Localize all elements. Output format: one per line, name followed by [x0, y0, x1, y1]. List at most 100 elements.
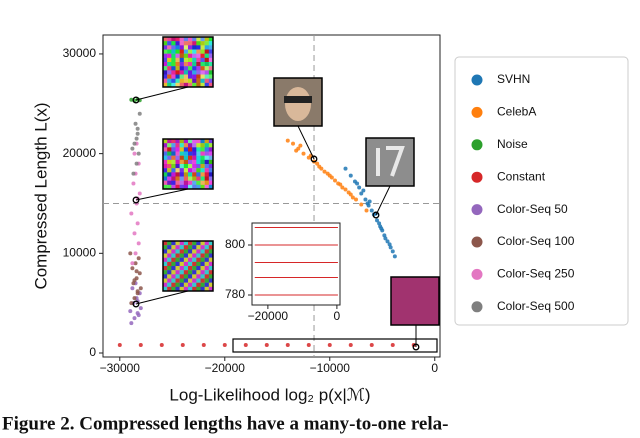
thumb-pixel — [200, 41, 205, 46]
thumb-pixel — [163, 266, 168, 271]
thumb-pixel — [179, 151, 185, 156]
thumb-pixel — [192, 282, 197, 288]
thumb-pixel — [196, 184, 201, 190]
thumb-pixel — [200, 270, 205, 275]
thumb-pixel — [163, 74, 168, 79]
thumb-pixel — [208, 74, 214, 79]
thumb-pixel — [175, 241, 180, 246]
thumb-pixel — [171, 70, 176, 75]
thumb-pixel — [183, 70, 189, 75]
thumb-pixel — [167, 82, 172, 88]
thumb-pixel — [167, 282, 172, 288]
y-tick-label: 30000 — [63, 46, 97, 60]
thumb-pixel — [183, 155, 189, 161]
thumb-pixel — [200, 155, 205, 161]
thumb-pixel — [183, 184, 189, 190]
thumb-pixel — [167, 78, 172, 84]
point — [131, 181, 136, 186]
thumb-pixel — [179, 159, 185, 165]
point — [357, 185, 362, 190]
thumb-pixel — [188, 278, 193, 283]
point — [136, 313, 141, 318]
thumb-pixel — [204, 49, 210, 54]
thumb-pixel — [171, 168, 176, 173]
thumb-pixel — [167, 155, 172, 161]
thumb-pixel — [204, 159, 210, 165]
thumb-pixel — [208, 151, 214, 156]
y-tick-label: 10000 — [63, 245, 97, 259]
point — [354, 197, 359, 202]
thumb-pixel — [179, 57, 185, 63]
thumb-pixel — [204, 139, 210, 144]
thumb-pixel — [167, 241, 172, 246]
thumb-pixel — [167, 270, 172, 275]
thumb-pixel — [188, 62, 193, 67]
inset: −20000 0 800 780 — [225, 222, 341, 323]
thumb-pixel — [183, 147, 189, 152]
thumb-pixel — [167, 49, 172, 54]
thumb-pixel — [192, 49, 197, 54]
thumb-pixel — [179, 74, 185, 79]
thumb-pixel — [188, 70, 193, 75]
thumb-pixel — [179, 282, 185, 288]
thumb-pixel — [196, 168, 201, 173]
thumb-pixel — [175, 176, 180, 181]
thumb-pixel — [175, 78, 180, 84]
thumb-pixel — [200, 164, 205, 169]
thumb-pixel — [179, 172, 185, 177]
thumb-pixel — [200, 151, 205, 156]
thumb-pixel — [171, 159, 176, 165]
thumb-pixel — [192, 151, 197, 156]
thumb-pixel — [208, 159, 214, 165]
thumb-pixel — [167, 172, 172, 177]
thumb-pixel — [175, 147, 180, 152]
thumb-pixel — [163, 49, 168, 54]
y-tick-label: 20000 — [63, 146, 97, 160]
thumb-pixel — [183, 241, 189, 246]
point — [128, 251, 133, 256]
point — [377, 221, 382, 226]
legend-marker — [471, 74, 483, 86]
thumb-pixel — [163, 62, 168, 67]
thumb-pixel — [167, 41, 172, 46]
thumb-pixel — [183, 180, 189, 186]
thumb-pixel — [200, 147, 205, 152]
point — [306, 343, 311, 348]
point — [137, 191, 142, 196]
point — [137, 111, 142, 116]
thumb-pixel — [163, 41, 168, 46]
thumb-pixel — [163, 82, 168, 88]
thumb-pixel — [167, 151, 172, 156]
point — [392, 254, 397, 259]
thumb-pixel — [196, 249, 201, 254]
thumb-pixel — [200, 168, 205, 173]
legend-label: Noise — [497, 137, 528, 151]
thumb-pixel — [196, 261, 201, 267]
thumb-pixel — [192, 274, 197, 279]
legend-label: Color-Seq 100 — [497, 234, 575, 248]
thumb-pixel — [175, 274, 180, 279]
thumb-pixel — [183, 37, 189, 42]
thumb-pixel — [200, 49, 205, 54]
thumb-pixel — [179, 49, 185, 54]
point — [133, 251, 138, 256]
thumb-pixel — [208, 270, 214, 275]
thumb-pixel — [196, 245, 201, 250]
point — [319, 166, 324, 171]
thumb-pixel — [183, 278, 189, 283]
thumb-pixel — [175, 278, 180, 283]
point — [322, 169, 327, 174]
thumb-pixel — [188, 139, 193, 144]
thumb-pixel — [204, 172, 210, 177]
legend-marker — [471, 268, 483, 280]
legend-marker — [471, 171, 483, 183]
thumb-pixel — [179, 249, 185, 254]
x-tick-label: 0 — [334, 309, 341, 323]
thumb-pixel — [192, 245, 197, 250]
thumb-pixel — [196, 159, 201, 165]
thumb-frame — [162, 36, 214, 88]
thumb-pixel — [192, 82, 197, 88]
thumb-pixel — [183, 74, 189, 79]
thumb-pixel — [200, 53, 205, 59]
thumb-pixel — [183, 82, 189, 88]
